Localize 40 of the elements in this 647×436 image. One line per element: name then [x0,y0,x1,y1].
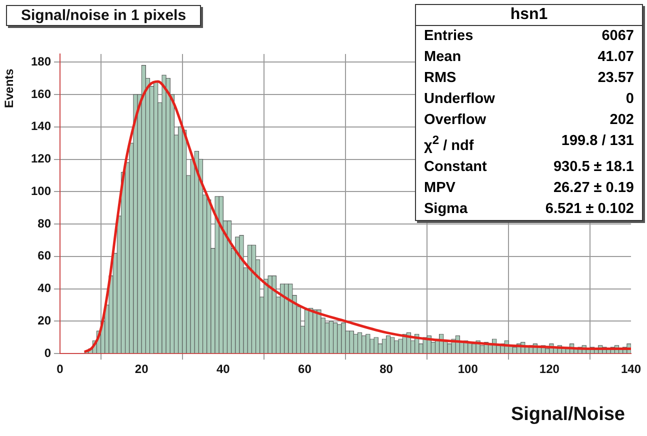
x-tick-label: 0 [56,362,64,376]
annotation: 0 [626,91,634,107]
x-tick-label: 80 [380,362,394,376]
annotation: 26.27 ± 0.19 [553,180,634,196]
text: Entries [424,28,474,44]
y-tick-label: 80 [38,216,52,230]
annotation: χ$^{2}$ / ndf [424,133,474,154]
y-tick-label: 20 [38,314,52,328]
y-tick-label: 140 [30,119,52,134]
annotation: 930.5 ± 18.1 [553,158,634,175]
y-tick-label: 180 [30,54,52,68]
x-tick-label: 100 [458,362,478,376]
x-axis-title: Signal/Noise [510,404,625,426]
annotation: 23.57 [598,70,634,86]
x-tick-label: 120 [539,362,560,376]
y-tick-label: 0 [44,346,52,360]
y-tick-label: 160 [30,86,52,101]
annotation: 41.07 [598,49,634,65]
annotation: 6.521 ± 0.102 [545,200,634,217]
annotation: RMS [424,70,456,86]
annotation: MPV [424,180,456,196]
annotation: Mean [424,49,462,65]
annotation: Constant [424,158,487,175]
x-tick-label: 40 [216,362,230,376]
y-tick-label: 60 [38,248,52,263]
y-axis-title: Events [2,68,16,108]
annotation: Sigma [424,200,468,217]
x-tick-label: 20 [134,362,149,376]
chart-title: Signal/noise in 1 pixels [6,5,202,26]
x-tick-label: 60 [298,362,312,376]
annotation: Underflow [424,91,495,107]
y-tick-label: 120 [30,152,52,166]
y-tick-label: 100 [30,184,52,198]
annotation: 202 [610,112,634,128]
x-tick-label: 140 [620,362,642,376]
y-tick-label: 40 [38,281,52,296]
text: 6067 [602,28,634,44]
annotation: 199.8 / 131 [561,133,634,151]
annotation: Overflow [424,112,486,128]
text: hsn1 [416,5,642,26]
